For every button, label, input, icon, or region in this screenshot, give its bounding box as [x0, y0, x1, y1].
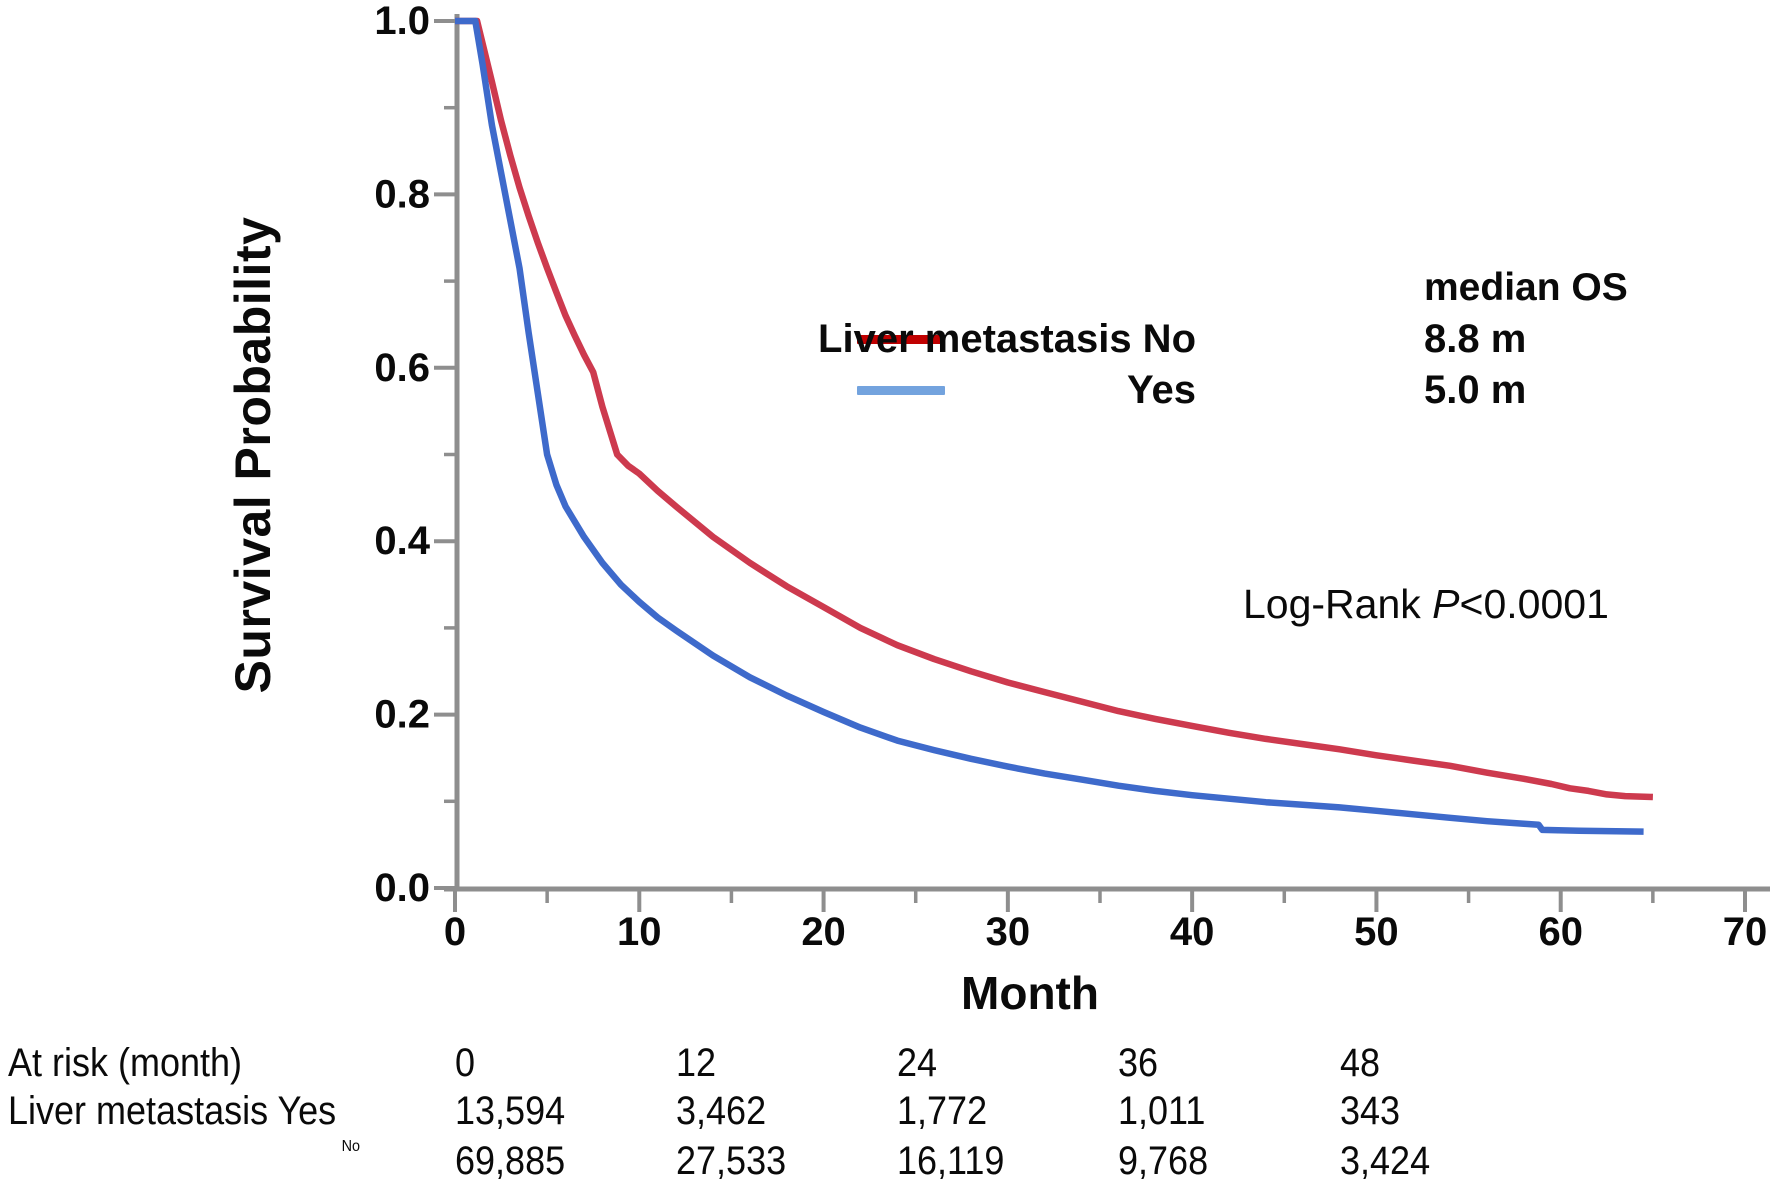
legend-median-yes: 5.0 m	[1424, 368, 1527, 412]
log-rank-annotation: Log-Rank P<0.0001	[1243, 581, 1609, 627]
y-tick-label: 0.0	[374, 866, 430, 910]
x-tick-label: 40	[1170, 910, 1215, 954]
y-tick-label: 0.2	[374, 693, 430, 737]
x-tick-label: 60	[1538, 910, 1583, 954]
legend-median-os-header: median OS	[1424, 266, 1628, 309]
at-risk-row-label-yes: Liver metastasis Yes	[8, 1089, 337, 1133]
x-tick-label: 70	[1723, 910, 1768, 954]
x-tick-label: 20	[801, 910, 846, 954]
at-risk-header: At risk (month)	[8, 1041, 243, 1085]
survival-curve-yes	[455, 17, 1644, 835]
y-tick-label: 0.4	[374, 519, 430, 563]
y-tick-label: 0.6	[374, 346, 430, 390]
legend-label-yes: Yes	[1127, 368, 1196, 412]
y-axis-title: Survival Probability	[225, 216, 281, 694]
x-tick-label: 0	[444, 910, 466, 954]
log-rank-p-symbol: P	[1432, 581, 1460, 627]
log-rank-value: <0.0001	[1459, 581, 1609, 627]
log-rank-prefix: Log-Rank	[1243, 581, 1433, 627]
x-tick-label: 50	[1354, 910, 1399, 954]
at-risk-row-label-no: No	[341, 1138, 360, 1155]
y-tick-label: 1.0	[374, 0, 430, 43]
legend-median-no: 8.8 m	[1424, 317, 1527, 361]
survival-curve-no	[455, 17, 1654, 801]
x-axis-title: Month	[961, 967, 1099, 1019]
x-tick-label: 30	[986, 910, 1031, 954]
x-tick-label: 10	[617, 910, 662, 954]
legend-line-yes-swatch	[857, 386, 945, 395]
legend-label-no: Liver metastasis No	[818, 317, 1196, 361]
y-tick-label: 0.8	[374, 172, 430, 216]
legend-line-no-swatch	[857, 335, 945, 344]
